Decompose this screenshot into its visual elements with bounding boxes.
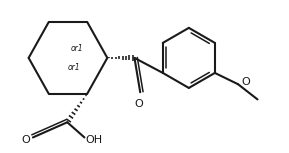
- Text: O: O: [242, 77, 250, 87]
- Text: or1: or1: [71, 44, 84, 53]
- Text: O: O: [134, 99, 143, 108]
- Text: or1: or1: [68, 63, 81, 72]
- Text: OH: OH: [86, 135, 103, 145]
- Text: O: O: [21, 135, 30, 145]
